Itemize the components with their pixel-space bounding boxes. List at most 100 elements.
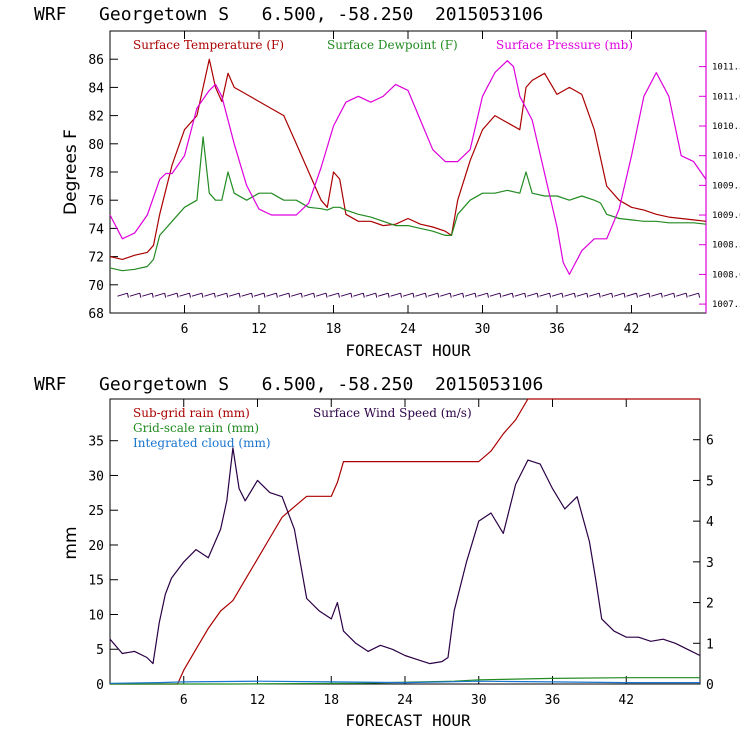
wind-barb-flag [623,293,626,298]
wind-barb [315,292,327,297]
wind-barb-flag [164,293,167,298]
x-tick-label: 18 [323,693,339,708]
panel2-title: WRF Georgetown S 6.500, -58.250 20150531… [34,374,543,395]
y-tick-label: 25 [88,504,104,519]
wind-barb [179,292,190,297]
legend-surface-wind-speed: Surface Wind Speed (m/s) [313,406,472,420]
series-surface-dewpoint-f [109,136,707,272]
wind-barb-flag [176,293,179,298]
wind-barb [353,292,364,297]
wind-barb-flag [400,293,403,298]
wind-barb [477,292,488,297]
series-integrated-cloud-mm [109,680,700,684]
panel1-y-axis-label: Degrees F [61,129,81,215]
wind-barb-flag [499,293,502,298]
wind-barb-flag [549,293,552,298]
precipitation-panel: WRF Georgetown S 6.500, -58.250 20150531… [34,374,714,730]
wind-barb-flag [561,293,564,298]
panel2-x-axis-label: FORECAST HOUR [345,711,471,730]
wind-barb [613,292,625,297]
wind-barb [253,292,265,297]
y2-tick-label: 1011.0 [712,92,740,102]
wind-barb-flag [126,293,129,298]
y2-tick-label: 1010.5 [712,122,740,132]
wind-barb-flag [151,293,154,298]
wind-barb-flag [288,293,291,298]
y2-tick-label: 6 [706,434,714,449]
y-tick-label: 76 [88,194,104,209]
y2-tick-label: 1008.0 [712,270,740,280]
y-tick-label: 70 [88,279,104,294]
y-tick-label: 68 [88,307,104,322]
y-tick-label: 84 [88,81,104,96]
x-tick-label: 36 [545,693,561,708]
y-tick-label: 86 [88,53,104,68]
wind-barb-flag [511,293,514,298]
y-tick-label: 20 [88,539,104,554]
wind-barb [154,292,165,297]
wind-barb [216,292,227,297]
wind-barb [589,292,600,297]
y2-tick-label: 1008.5 [712,241,740,251]
wind-barb-flag [424,293,427,298]
y-tick-label: 35 [88,435,104,450]
x-tick-label: 6 [181,322,189,337]
wind-barb-flag [362,293,365,298]
y2-tick-label: 1011.5 [712,63,740,73]
legend-surface-pressure: Surface Pressure (mb) [496,38,633,52]
wind-barb-flag [300,293,303,298]
wind-barb-flag [325,293,328,298]
wind-barb-flag [201,293,204,298]
y2-tick-label: 2 [706,597,714,612]
wind-barb-flag [139,293,142,298]
wind-barb [266,292,277,297]
wind-barb [489,292,501,297]
wind-barb-flag [573,293,576,298]
wind-barb-flag [263,293,266,298]
x-tick-label: 42 [618,693,634,708]
y2-tick-label: 3 [706,556,714,571]
wind-barb [452,292,463,297]
wind-barb [402,292,414,297]
wind-barb-flag [213,293,216,298]
wind-barb [142,292,153,297]
wind-barb [551,292,563,297]
y-tick-label: 10 [88,608,104,623]
series-grid-scale-rain-mm [110,677,700,685]
wind-barb [365,292,376,297]
legend-surface-temperature: Surface Temperature (F) [133,38,284,52]
wind-barb [415,292,426,297]
x-tick-label: 12 [250,693,266,708]
x-tick-label: 30 [475,322,491,337]
y-tick-label: 82 [88,110,104,125]
temperature-panel: WRF Georgetown S 6.500, -58.250 20150531… [34,4,740,360]
x-tick-label: 24 [397,693,413,708]
wind-barb [514,292,525,297]
wind-barb-flag [449,293,452,298]
wind-barb-flag [412,293,415,298]
wind-barb [229,292,240,297]
wind-barb-flag [636,293,638,298]
panel1-x-axis-label: FORECAST HOUR [345,341,471,360]
y-tick-label: 5 [96,643,104,658]
series-sub-grid-rain-mm [110,398,700,685]
y2-tick-label: 5 [706,474,714,489]
x-tick-label: 42 [624,322,640,337]
wind-barb [303,292,314,297]
wind-barb-flag [238,293,241,298]
wind-barb-flag [275,293,278,298]
wind-barb-flag [586,293,589,298]
y-tick-label: 0 [96,678,104,693]
wind-barb-flag [350,293,353,298]
wind-barb [427,292,438,297]
wind-barb [576,292,587,297]
panel2-series [109,398,701,685]
y2-tick-label: 4 [706,515,714,530]
wind-barb-flag [387,293,390,298]
series-surface-temperature-f [109,58,707,260]
y-tick-label: 72 [88,251,104,266]
wind-barb-flag [524,293,527,298]
panel1-series [109,58,707,275]
